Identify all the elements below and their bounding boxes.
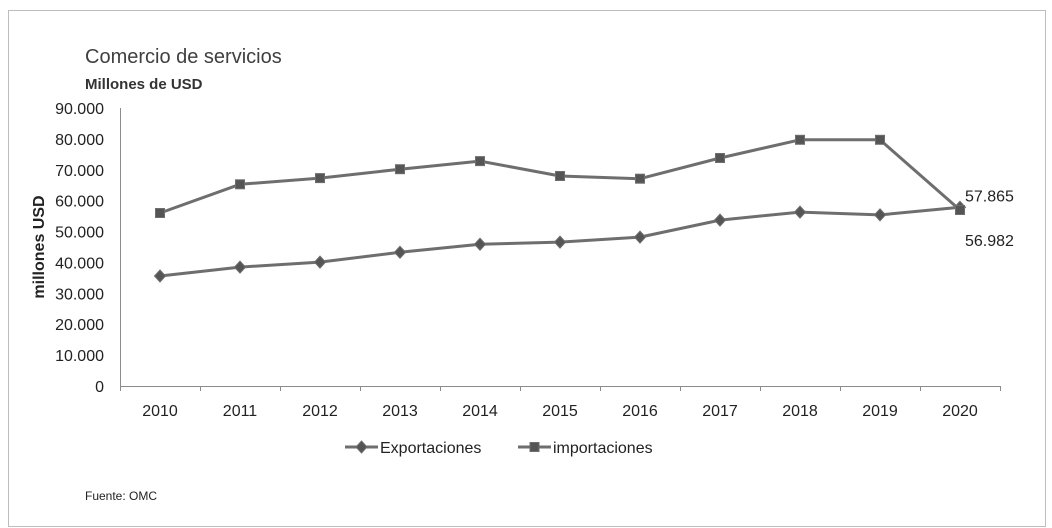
- x-tick-label: 2019: [862, 403, 898, 420]
- x-tick-labels: 2010 2011 2012 2013 2014 2015 2016 2017 2018 2019…: [120, 386, 1001, 420]
- source-note: Fuente: OMC: [85, 489, 157, 503]
- y-tick-label: 0: [95, 379, 104, 396]
- y-tick-labels: 0 10.000 20.000 30.000 40.000 50.000 60.000 70.…: [55, 101, 104, 396]
- x-tick-label: 2015: [542, 403, 578, 420]
- importaciones-marker-2013: [395, 164, 405, 175]
- exportaciones-marker-2018: [793, 205, 807, 219]
- y-tick-label: 30.000: [55, 286, 104, 303]
- exportaciones-marker-2012: [313, 255, 327, 269]
- importaciones-marker-2016: [635, 173, 645, 184]
- y-tick-label: 80.000: [55, 132, 104, 149]
- data-label: 56.982: [965, 233, 1014, 250]
- importaciones-marker-2014: [475, 156, 485, 167]
- series-layer: [153, 134, 967, 283]
- legend: Exportaciones importaciones: [345, 440, 653, 457]
- legend-label-exportaciones: Exportaciones: [380, 440, 481, 457]
- data-labels: 57.865 56.982: [965, 188, 1014, 250]
- x-tick-label: 2020: [942, 403, 978, 420]
- exportaciones-marker-2017: [713, 213, 727, 227]
- importaciones-marker-2020: [955, 205, 965, 215]
- legend-marker-exportaciones: [355, 440, 368, 454]
- series-exportaciones: [153, 200, 967, 283]
- chart-frame: [8, 10, 1046, 527]
- exportaciones-marker-2010: [153, 269, 167, 283]
- x-tick-label: 2013: [382, 403, 418, 420]
- exportaciones-marker-2014: [473, 237, 487, 251]
- data-label: 57.865: [965, 188, 1014, 205]
- importaciones-marker-2012: [315, 173, 325, 184]
- chart-subtitle: Millones de USD: [85, 76, 203, 93]
- y-tick-label: 20.000: [55, 317, 104, 334]
- y-tick-label: 40.000: [55, 255, 104, 272]
- importaciones-marker-2015: [555, 171, 565, 181]
- importaciones-marker-2019: [875, 134, 885, 145]
- y-tick-label: 90.000: [55, 101, 104, 118]
- importaciones-marker-2017: [715, 153, 725, 163]
- importaciones-marker-2011: [235, 179, 245, 190]
- exportaciones-marker-2016: [633, 230, 647, 244]
- x-tick-label: 2014: [462, 403, 498, 420]
- legend-item-importaciones: importaciones: [518, 440, 653, 457]
- legend-marker-importaciones: [529, 442, 540, 452]
- legend-item-exportaciones: Exportaciones: [345, 440, 481, 457]
- y-tick-label: 10.000: [55, 348, 104, 365]
- exportaciones-marker-2011: [233, 260, 247, 274]
- series-importaciones: [155, 134, 965, 218]
- chart-title: Comercio de servicios: [85, 46, 282, 68]
- x-tick-label: 2012: [302, 403, 338, 420]
- x-tick-label: 2010: [142, 403, 178, 420]
- importaciones-marker-2018: [795, 134, 805, 145]
- y-axis-label: millones USD: [31, 195, 48, 298]
- importaciones-marker-2010: [155, 208, 165, 218]
- y-tick-label: 60.000: [55, 194, 104, 211]
- x-tick-label: 2011: [223, 403, 258, 420]
- x-tick-label: 2017: [702, 403, 738, 420]
- x-tick-label: 2016: [622, 403, 658, 420]
- exportaciones-marker-2013: [393, 245, 407, 260]
- legend-label-importaciones: importaciones: [553, 440, 653, 457]
- y-tick-label: 70.000: [55, 163, 104, 180]
- y-tick-label: 50.000: [55, 225, 104, 242]
- exportaciones-marker-2019: [873, 208, 887, 222]
- x-tick-label: 2018: [782, 403, 818, 420]
- exportaciones-marker-2015: [553, 235, 567, 249]
